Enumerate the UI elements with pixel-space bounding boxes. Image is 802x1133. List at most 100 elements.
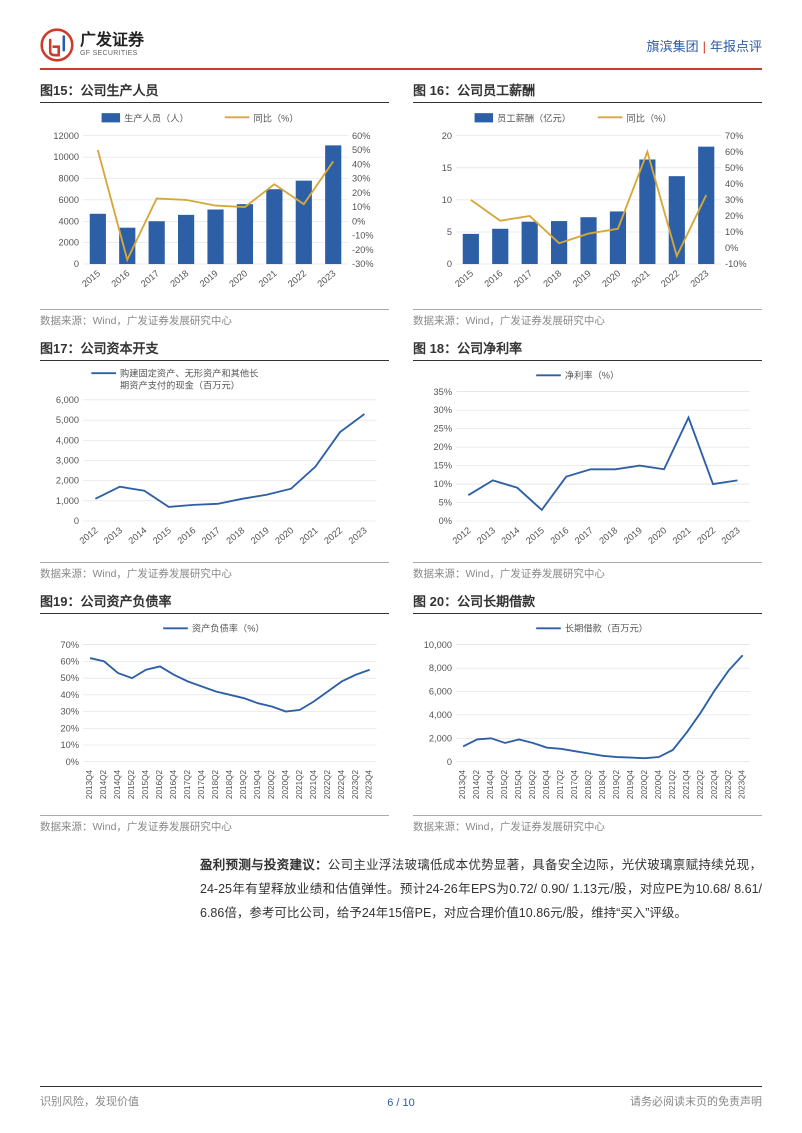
svg-text:5: 5	[447, 227, 452, 237]
svg-text:员工薪酬（亿元）: 员工薪酬（亿元）	[497, 112, 571, 123]
svg-text:2022Q4: 2022Q4	[337, 770, 346, 800]
svg-text:2017: 2017	[573, 525, 595, 546]
svg-text:40%: 40%	[352, 159, 370, 169]
svg-text:1,000: 1,000	[56, 496, 79, 506]
svg-text:2020: 2020	[273, 525, 295, 546]
svg-text:30%: 30%	[434, 405, 452, 415]
svg-text:15: 15	[442, 163, 452, 173]
header-right: 旗滨集团|年报点评	[647, 36, 762, 55]
svg-text:2023Q2: 2023Q2	[724, 770, 733, 800]
svg-text:2019Q2: 2019Q2	[239, 770, 248, 800]
chart-16-source: 数据来源：Wind，广发证券发展研究中心	[413, 309, 762, 328]
svg-text:10000: 10000	[53, 152, 79, 162]
svg-text:0%: 0%	[352, 216, 365, 226]
footer-page: 6 / 10	[387, 1097, 415, 1109]
svg-text:2015Q4: 2015Q4	[514, 770, 523, 800]
chart-15-title: 图15：公司生产人员	[40, 80, 389, 103]
svg-text:50%: 50%	[61, 673, 79, 683]
svg-text:0%: 0%	[66, 757, 79, 767]
svg-text:5%: 5%	[439, 498, 452, 508]
chart-19-svg: 资产负债率（%）0%10%20%30%40%50%60%70%2013Q4201…	[40, 618, 389, 813]
svg-text:30%: 30%	[61, 707, 79, 717]
svg-text:2019Q4: 2019Q4	[253, 770, 262, 800]
chart-19: 图19：公司资产负债率资产负债率（%）0%10%20%30%40%50%60%7…	[40, 591, 389, 834]
svg-text:2019: 2019	[622, 525, 644, 546]
chart-16: 图 16：公司员工薪酬员工薪酬（亿元）同比（%）05101520-10%0%10…	[413, 80, 762, 328]
svg-text:2019: 2019	[571, 268, 593, 289]
svg-text:6000: 6000	[58, 195, 79, 205]
chart-17-svg: 购建固定资产、无形资产和其他长期资产支付的现金（百万元）01,0002,0003…	[40, 365, 389, 560]
page: 广发证券 GF SECURITIES 旗滨集团|年报点评 图15：公司生产人员生…	[0, 0, 802, 925]
svg-text:2017Q2: 2017Q2	[556, 770, 565, 800]
svg-text:2023: 2023	[315, 268, 337, 289]
svg-text:2022: 2022	[695, 525, 717, 546]
svg-text:2017: 2017	[512, 268, 534, 289]
svg-text:2000: 2000	[58, 238, 79, 248]
svg-text:0: 0	[447, 757, 452, 767]
svg-text:0: 0	[74, 516, 79, 526]
svg-text:2018: 2018	[597, 525, 619, 546]
svg-text:2016Q4: 2016Q4	[542, 770, 551, 800]
svg-text:2020: 2020	[227, 268, 249, 289]
svg-text:4,000: 4,000	[429, 710, 452, 720]
page-header: 广发证券 GF SECURITIES 旗滨集团|年报点评	[40, 28, 762, 70]
svg-text:2019Q4: 2019Q4	[626, 770, 635, 800]
svg-text:2015: 2015	[524, 525, 546, 546]
svg-text:70%: 70%	[61, 640, 79, 650]
svg-text:10,000: 10,000	[424, 640, 452, 650]
svg-text:长期借款（百万元）: 长期借款（百万元）	[565, 623, 648, 634]
svg-text:2019: 2019	[198, 268, 220, 289]
svg-text:10%: 10%	[434, 479, 452, 489]
svg-text:2015Q4: 2015Q4	[141, 770, 150, 800]
svg-text:-10%: -10%	[352, 231, 374, 241]
svg-text:8000: 8000	[58, 174, 79, 184]
svg-text:20%: 20%	[434, 442, 452, 452]
svg-text:2020: 2020	[646, 525, 668, 546]
svg-text:2021: 2021	[257, 268, 279, 289]
svg-text:2018Q4: 2018Q4	[225, 770, 234, 800]
svg-text:20%: 20%	[352, 188, 370, 198]
page-footer: 识别风险，发现价值 6 / 10 请务必阅读末页的免责声明	[40, 1086, 762, 1109]
svg-text:4,000: 4,000	[56, 436, 79, 446]
svg-text:2022: 2022	[659, 268, 681, 289]
svg-text:2022Q4: 2022Q4	[710, 770, 719, 800]
svg-text:2014: 2014	[499, 525, 521, 546]
svg-text:0%: 0%	[439, 516, 452, 526]
svg-text:2014Q4: 2014Q4	[486, 770, 495, 800]
svg-text:2014: 2014	[126, 525, 148, 546]
svg-text:2023Q4: 2023Q4	[365, 770, 374, 800]
svg-text:-20%: -20%	[352, 245, 374, 255]
svg-text:12000: 12000	[53, 131, 79, 141]
svg-text:5,000: 5,000	[56, 415, 79, 425]
svg-text:2021Q4: 2021Q4	[682, 770, 691, 800]
chart-16-svg: 员工薪酬（亿元）同比（%）05101520-10%0%10%20%30%40%5…	[413, 107, 762, 307]
chart-18: 图 18：公司净利率净利率（%）0%5%10%15%20%25%30%35%20…	[413, 338, 762, 581]
chart-18-source: 数据来源：Wind，广发证券发展研究中心	[413, 562, 762, 581]
chart-19-source: 数据来源：Wind，广发证券发展研究中心	[40, 815, 389, 834]
chart-15-source: 数据来源：Wind，广发证券发展研究中心	[40, 309, 389, 328]
svg-text:4000: 4000	[58, 216, 79, 226]
svg-text:2018Q4: 2018Q4	[598, 770, 607, 800]
chart-20: 图 20：公司长期借款长期借款（百万元）02,0004,0006,0008,00…	[413, 591, 762, 834]
chart-17: 图17：公司资本开支购建固定资产、无形资产和其他长期资产支付的现金（百万元）01…	[40, 338, 389, 581]
svg-text:25%: 25%	[434, 424, 452, 434]
svg-text:2020Q4: 2020Q4	[281, 770, 290, 800]
svg-text:35%: 35%	[434, 387, 452, 397]
logo-text-cn: 广发证券	[80, 32, 144, 50]
svg-text:2013: 2013	[102, 525, 124, 546]
svg-text:净利率（%）: 净利率（%）	[565, 369, 619, 380]
svg-text:2016: 2016	[482, 268, 504, 289]
svg-text:2015Q2: 2015Q2	[127, 770, 136, 800]
svg-text:2018Q2: 2018Q2	[584, 770, 593, 800]
svg-text:10%: 10%	[725, 227, 743, 237]
svg-text:2022Q2: 2022Q2	[323, 770, 332, 800]
svg-text:2,000: 2,000	[429, 734, 452, 744]
chart-16-title: 图 16：公司员工薪酬	[413, 80, 762, 103]
svg-text:15%: 15%	[434, 461, 452, 471]
svg-text:2018: 2018	[224, 525, 246, 546]
svg-text:60%: 60%	[352, 131, 370, 141]
logo-icon	[40, 28, 74, 62]
svg-text:2013Q4: 2013Q4	[458, 770, 467, 800]
chart-17-title: 图17：公司资本开支	[40, 338, 389, 361]
chart-20-source: 数据来源：Wind，广发证券发展研究中心	[413, 815, 762, 834]
